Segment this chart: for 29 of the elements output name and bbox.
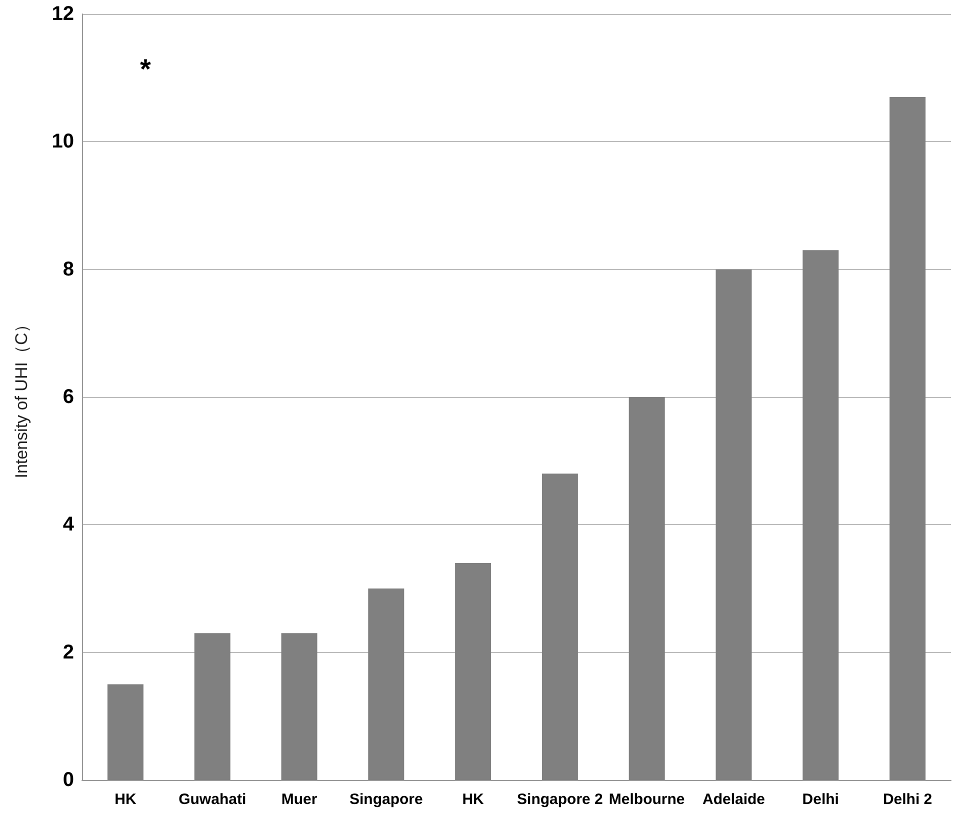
y-tick-label: 0 [62,769,74,791]
bar [194,633,230,780]
bar [281,633,318,780]
x-tick-label: Delhi [802,791,839,808]
y-tick-label: 6 [62,386,74,408]
bar [890,96,926,780]
bar [716,269,752,780]
x-tick-label: Singapore [349,791,423,808]
bar [802,250,839,780]
y-tick-label: 2 [62,641,74,664]
y-tick-label: 4 [62,514,75,536]
x-tick-label: Adelaide [702,791,766,808]
y-tick-label: 10 [52,130,74,153]
y-tick-label: 8 [62,258,74,280]
bar [368,588,404,780]
bar [107,684,144,780]
bar [455,562,492,780]
x-tick-label: Melbourne [608,791,685,808]
y-tick-label: 12 [52,3,74,25]
x-tick-label: Singapore 2 [517,791,603,808]
x-tick-label: Delhi 2 [882,791,932,808]
x-tick-label: Muer [281,791,318,808]
bar [628,397,665,780]
bar [542,474,578,780]
y-axis-title: Intensity of UHI（C） [12,316,31,478]
x-tick-label: HK [462,791,484,808]
x-tick-label: HK [114,791,136,808]
x-tick-label: Guwahati [178,791,246,808]
annotation: * [140,54,151,84]
